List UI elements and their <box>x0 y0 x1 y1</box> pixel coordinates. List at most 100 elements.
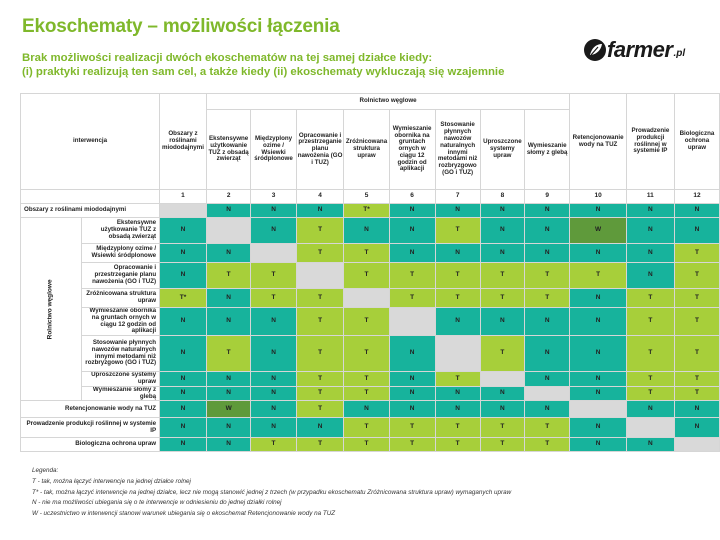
matrix-cell: N <box>388 243 436 263</box>
matrix-cell <box>625 417 675 439</box>
matrix-cell-value: T <box>271 271 276 279</box>
table-row: Rolnictwo węglowe Ekstensywne użytkowanie… <box>20 216 720 402</box>
matrix-cell-value: T <box>364 271 369 279</box>
matrix-cell-value: T <box>500 440 505 448</box>
matrix-cell: N <box>159 371 207 387</box>
matrix-cell: W <box>569 217 627 244</box>
matrix-cell: T <box>295 400 345 419</box>
matrix-cell: T <box>343 335 390 373</box>
matrix-cell: N <box>205 371 252 387</box>
matrix-cell: N <box>479 400 526 419</box>
matrix-cell-value: N <box>694 404 700 412</box>
row-label-text: Retencjonowanie wody na TUZ <box>64 404 157 412</box>
row-label-text: Wymieszanie obornika na gruntach ornych … <box>89 307 157 335</box>
matrix-cell-value: N <box>180 389 186 397</box>
subtitle-line-1: Brak możliwości realizacji dwóch ekosche… <box>22 52 433 64</box>
matrix-cell-value: N <box>409 374 415 382</box>
matrix-cell: N <box>625 437 675 453</box>
matrix-cell: N <box>388 400 436 419</box>
matrix-cell-value: T <box>271 293 276 301</box>
matrix-cell: N <box>524 306 571 337</box>
matrix-cell-value: N <box>694 423 700 431</box>
matrix-cell-value: T <box>694 293 699 301</box>
matrix-cell: N <box>625 203 675 218</box>
matrix-cell-value: T <box>648 349 653 357</box>
row-label: Prowadzenie produkcji roślinnej w system… <box>19 417 161 439</box>
matrix-cell-value: T <box>694 271 699 279</box>
matrix-cell-value: T <box>455 440 460 448</box>
matrix-cell: T <box>524 262 571 289</box>
matrix-cell-value: N <box>180 226 186 234</box>
matrix-cell: N <box>250 217 297 244</box>
matrix-cell: T <box>673 262 720 289</box>
matrix-cell-value: T <box>318 404 323 412</box>
matrix-cell: N <box>205 437 252 453</box>
matrix-cell: N <box>434 203 481 218</box>
matrix-cell: T <box>479 417 526 439</box>
row-label: Biologiczna ochrona upraw <box>19 437 161 453</box>
matrix-cell-value: T <box>500 349 505 357</box>
matrix-cell: T <box>295 385 345 402</box>
row-label: Zróżnicowana struktura upraw <box>80 288 161 308</box>
matrix-cell: N <box>625 262 675 289</box>
column-header: Zróżnicowana struktura upraw <box>343 109 390 190</box>
legend-item: T* - tak, można łączyć interwencje na je… <box>32 488 512 496</box>
column-header: Biologiczna ochrona upraw <box>673 93 720 190</box>
matrix-cell: N <box>524 400 571 419</box>
table-row: Opracowanie i przestrzeganie planu nawoż… <box>21 262 720 289</box>
matrix-cell: N <box>159 335 207 373</box>
matrix-cell: N <box>569 417 627 439</box>
matrix-cell-value: T <box>455 423 460 431</box>
table-row: Retencjonowanie wody na TUZ N W N T N N N N N N N <box>19 400 720 419</box>
matrix-cell: N <box>479 385 526 402</box>
matrix-cell: T <box>295 306 345 337</box>
column-number: 3 <box>250 189 297 204</box>
matrix-cell-value: T <box>226 349 231 357</box>
column-header-label: Retencjonowanie wody na TUZ <box>572 133 624 148</box>
matrix-cell: T <box>434 417 481 439</box>
matrix-cell-value: W <box>225 404 232 412</box>
group-header: Rolnictwo węglowe <box>205 93 571 110</box>
matrix-cell: T <box>343 385 390 402</box>
matrix-cell <box>295 262 345 289</box>
table-row: Wymieszanie słomy z glebą N N N T T N N N N T T <box>21 385 720 402</box>
matrix-cell-value: T <box>694 389 699 397</box>
matrix-cell-value: T <box>648 317 653 325</box>
matrix-cell-value: N <box>455 389 460 397</box>
matrix-cell: T <box>479 262 526 289</box>
matrix-cell: N <box>295 417 345 439</box>
column-header-label: Biologiczna ochrona upraw <box>679 130 715 151</box>
matrix-cell-value: T <box>694 317 699 325</box>
matrix-cell: N <box>673 203 720 218</box>
matrix-cell: N <box>569 288 627 308</box>
column-number-label: 4 <box>318 192 322 200</box>
column-number: 7 <box>434 189 481 204</box>
matrix-cell: N <box>524 371 571 387</box>
row-label-text: Ekstensywne użytkowanie TUZ z obsadą zwi… <box>100 219 157 240</box>
column-number-label: 10 <box>594 192 602 200</box>
matrix-cell: N <box>205 288 252 308</box>
matrix-cell: T <box>295 217 345 244</box>
matrix-cell: T <box>479 335 526 373</box>
matrix-cell-value: N <box>648 404 653 412</box>
matrix-cell: T <box>524 437 571 453</box>
matrix-cell: T <box>673 385 720 402</box>
row-label-text: Zróżnicowana struktura upraw <box>86 290 157 304</box>
table-row: Zróżnicowana struktura upraw T* N T T T T T T N T T <box>21 288 720 308</box>
matrix-cell-value: N <box>595 423 601 431</box>
table-row: Obszary z roślinami miododajnymi N N N T* N N N… <box>19 203 720 218</box>
column-number-label: 6 <box>410 192 414 200</box>
matrix-cell: N <box>205 385 252 402</box>
row-label: Wymieszanie obornika na gruntach ornych … <box>80 306 161 337</box>
matrix-cell: N <box>673 400 720 419</box>
matrix-cell-value: N <box>595 440 601 448</box>
column-number: 9 <box>524 189 571 204</box>
matrix-cell: T <box>434 288 481 308</box>
matrix-cell: N <box>205 306 252 337</box>
matrix-cell-value: N <box>455 206 460 214</box>
column-header-label: Zróżnicowana struktura upraw <box>345 138 388 159</box>
matrix-cell-value: N <box>694 206 700 214</box>
matrix-cell-value: T <box>410 271 415 279</box>
matrix-cell <box>673 437 720 453</box>
matrix-cell: T <box>388 288 436 308</box>
